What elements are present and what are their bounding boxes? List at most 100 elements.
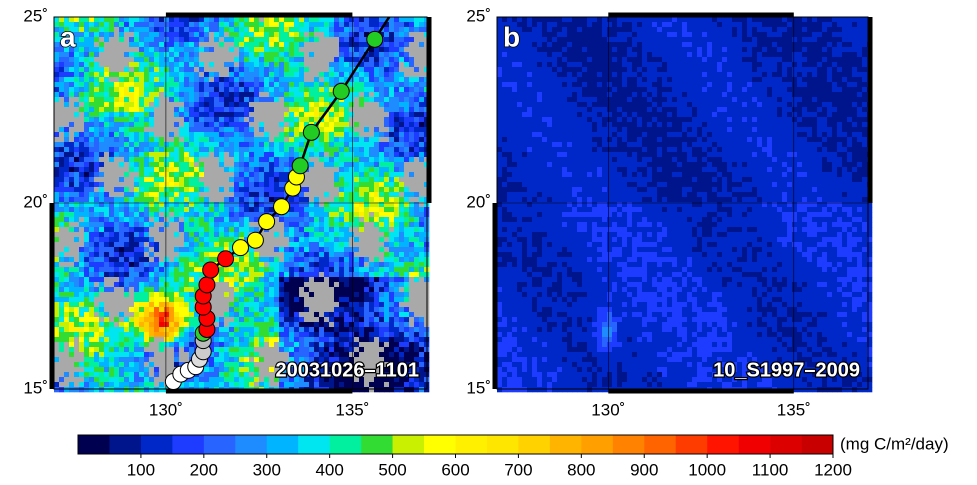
- map-pixel: [239, 297, 244, 302]
- map-pixel: [179, 87, 184, 92]
- map-pixel: [384, 92, 389, 97]
- map-pixel: [219, 117, 224, 122]
- map-pixel: [59, 147, 64, 152]
- map-pixel: [369, 267, 374, 272]
- map-pixel: [54, 217, 59, 222]
- map-pixel: [234, 222, 239, 227]
- map-pixel: [149, 272, 154, 277]
- map-pixel: [414, 112, 419, 117]
- map-pixel: [374, 232, 379, 237]
- map-pixel: [139, 92, 144, 97]
- map-pixel: [174, 207, 179, 212]
- map-pixel: [109, 252, 114, 257]
- map-pixel: [144, 242, 149, 247]
- map-pixel: [364, 162, 369, 167]
- map-pixel: [99, 177, 104, 182]
- map-pixel: [209, 22, 214, 27]
- map-pixel: [189, 57, 194, 62]
- map-pixel: [344, 37, 349, 42]
- map-pixel: [294, 232, 299, 237]
- map-pixel: [409, 157, 414, 162]
- map-pixel: [299, 332, 304, 337]
- map-pixel: [124, 287, 129, 292]
- map-pixel: [239, 162, 244, 167]
- map-pixel: [74, 162, 79, 167]
- map-pixel: [224, 92, 229, 97]
- map-pixel: [204, 257, 209, 262]
- map-pixel: [369, 122, 374, 127]
- map-pixel: [189, 102, 194, 107]
- map-pixel: [114, 267, 119, 272]
- map-pixel: [269, 152, 274, 157]
- map-pixel: [364, 112, 369, 117]
- map-pixel: [59, 262, 64, 267]
- map-pixel: [274, 297, 279, 302]
- map-pixel: [394, 137, 399, 142]
- map-pixel: [69, 87, 74, 92]
- map-pixel: [219, 27, 224, 32]
- map-pixel: [119, 157, 124, 162]
- map-pixel: [234, 57, 239, 62]
- map-pixel: [344, 27, 349, 32]
- map-pixel: [389, 57, 394, 62]
- map-pixel: [89, 102, 94, 107]
- map-pixel: [54, 107, 59, 112]
- map-pixel: [104, 102, 109, 107]
- map-pixel: [259, 92, 264, 97]
- map-pixel: [329, 237, 334, 242]
- map-pixel: [124, 152, 129, 157]
- map-pixel: [239, 172, 244, 177]
- map-pixel: [274, 117, 279, 122]
- map-pixel: [309, 272, 314, 277]
- map-pixel: [189, 142, 194, 147]
- map-pixel: [194, 142, 199, 147]
- map-pixel: [94, 272, 99, 277]
- map-pixel: [334, 287, 339, 292]
- map-pixel: [244, 192, 249, 197]
- map-pixel: [164, 302, 169, 307]
- map-pixel: [289, 72, 294, 77]
- map-pixel: [84, 72, 89, 77]
- map-pixel: [329, 17, 334, 22]
- map-pixel: [369, 187, 374, 192]
- map-pixel: [294, 57, 299, 62]
- map-pixel: [64, 347, 69, 352]
- map-pixel: [314, 277, 319, 282]
- map-pixel: [174, 312, 179, 317]
- map-pixel: [89, 172, 94, 177]
- map-pixel: [99, 212, 104, 217]
- map-pixel: [184, 292, 189, 297]
- map-pixel: [54, 342, 59, 347]
- map-pixel: [339, 152, 344, 157]
- map-pixel: [89, 212, 94, 217]
- map-pixel: [259, 162, 264, 167]
- map-pixel: [54, 97, 59, 102]
- map-pixel: [154, 137, 159, 142]
- map-pixel: [229, 192, 234, 197]
- map-pixel: [149, 177, 154, 182]
- map-pixel: [384, 72, 389, 77]
- map-pixel: [334, 42, 339, 47]
- map-pixel: [309, 37, 314, 42]
- map-pixel: [139, 27, 144, 32]
- map-pixel: [89, 227, 94, 232]
- map-pixel: [164, 17, 169, 22]
- map-pixel: [324, 172, 329, 177]
- map-pixel: [129, 222, 134, 227]
- map-pixel: [289, 232, 294, 237]
- map-pixel: [99, 147, 104, 152]
- map-pixel: [404, 77, 409, 82]
- map-pixel: [149, 142, 154, 147]
- map-pixel: [109, 47, 114, 52]
- map-pixel: [389, 167, 394, 172]
- map-pixel: [234, 312, 239, 317]
- map-pixel: [344, 62, 349, 67]
- map-pixel: [294, 142, 299, 147]
- map-pixel: [174, 272, 179, 277]
- map-pixel: [279, 42, 284, 47]
- map-pixel: [254, 187, 259, 192]
- map-pixel: [154, 152, 159, 157]
- map-pixel: [349, 292, 354, 297]
- map-pixel: [289, 227, 294, 232]
- map-pixel: [59, 242, 64, 247]
